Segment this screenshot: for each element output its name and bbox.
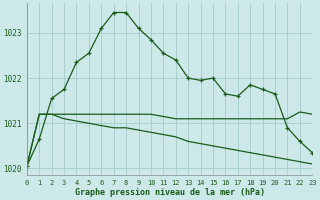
X-axis label: Graphe pression niveau de la mer (hPa): Graphe pression niveau de la mer (hPa) [75,188,265,197]
